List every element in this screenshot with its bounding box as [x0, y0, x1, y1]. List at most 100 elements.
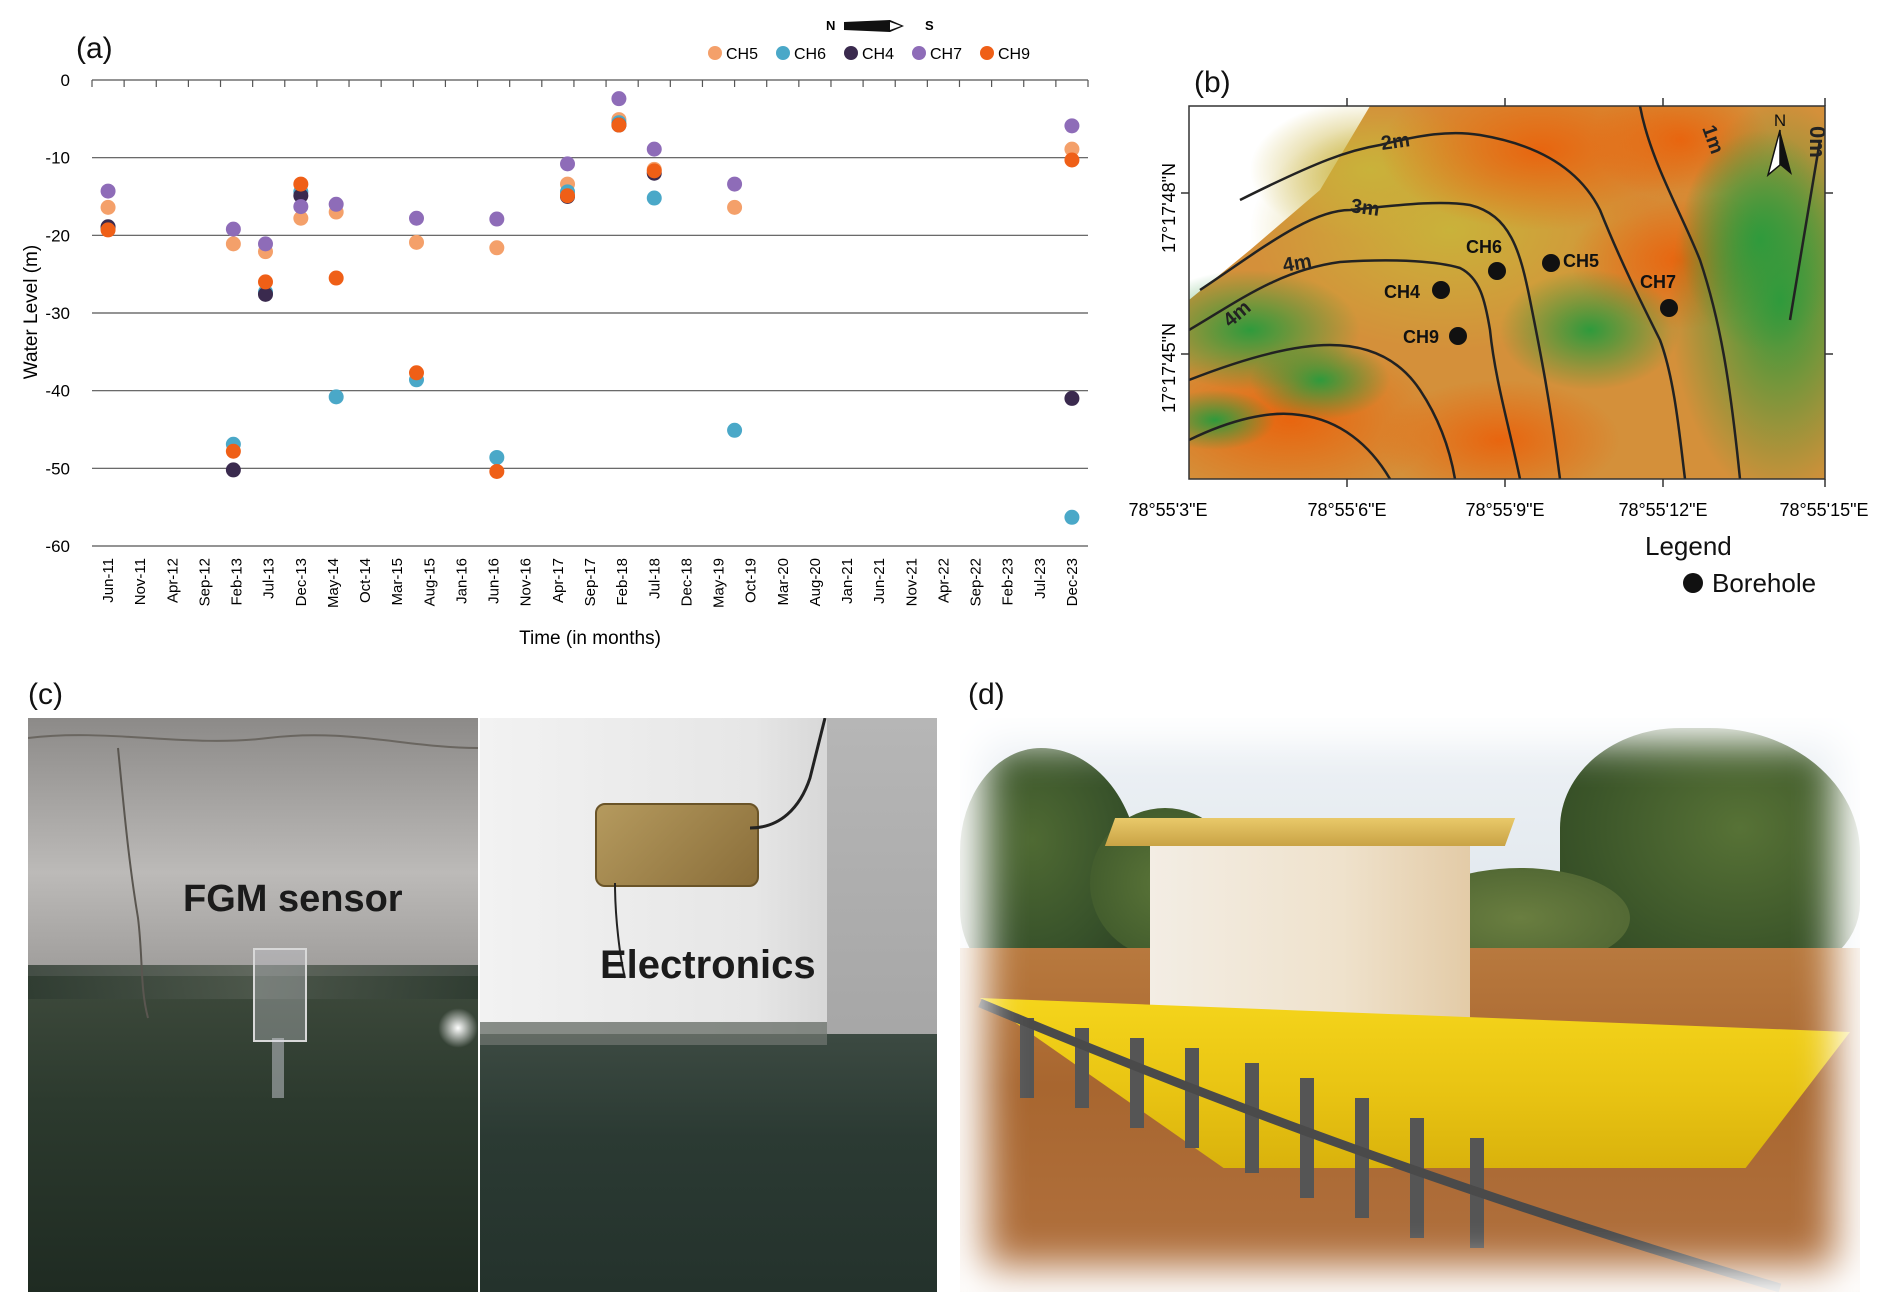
x-tick-label: Jun-21 [871, 558, 888, 604]
data-point-ch9 [489, 463, 505, 479]
x-tick-label: Feb-13 [229, 558, 246, 606]
y-axis: 0 -10 -20 -30 -40 -50 -60 [45, 71, 70, 556]
boreholes: CH6 CH5 CH4 CH9 CH7 [1384, 237, 1678, 347]
x-tick-label: Sep-22 [968, 558, 985, 606]
x-tick-label: Jul-18 [646, 558, 663, 599]
data-point-ch7 [560, 156, 576, 172]
legend-marker [708, 46, 722, 60]
compass-n-label: N [826, 18, 835, 33]
site-map: (b) [1128, 66, 1868, 598]
x-tick-label: Aug-20 [807, 558, 824, 606]
borehole-marker [1488, 262, 1506, 280]
borehole-marker [1432, 281, 1450, 299]
x-tick-label: Dec-18 [678, 558, 695, 606]
y-tick-label: -60 [45, 537, 70, 556]
lat-label: 17°17'45"N [1159, 323, 1179, 413]
lat-label: 17°17'48"N [1159, 163, 1179, 253]
borehole-label: CH5 [1563, 251, 1599, 271]
data-point-ch7 [225, 221, 241, 237]
data-point-ch5 [727, 199, 743, 215]
x-tick-label: Jun-16 [486, 558, 503, 604]
y-tick-label: -30 [45, 304, 70, 323]
x-tick-label: Jun-11 [100, 558, 117, 603]
data-point-ch6 [1064, 509, 1080, 525]
x-tick-label: Sep-12 [196, 558, 213, 606]
x-tick-label: May-14 [325, 558, 342, 608]
x-tick-label: Apr-17 [550, 558, 567, 603]
lon-label: 78°55'3"E [1128, 500, 1207, 520]
x-tick-label: Jul-23 [1032, 558, 1049, 599]
data-point-ch7 [1064, 118, 1080, 134]
photo-solar-installation [960, 718, 1860, 1292]
x-tick-label: Feb-23 [1000, 558, 1017, 606]
contour-lines [1189, 106, 1822, 479]
legend-label: CH4 [862, 46, 894, 63]
data-point-ch5 [293, 210, 309, 226]
data-point-ch9 [100, 222, 116, 238]
data-point-ch7 [646, 141, 662, 157]
panel-label-b: (b) [1194, 66, 1231, 99]
x-tick-label: Nov-11 [132, 558, 149, 605]
data-point-ch7 [100, 183, 116, 199]
x-tick-label: Apr-12 [164, 558, 181, 603]
panel-label-d: (d) [968, 678, 1005, 711]
legend-marker [776, 46, 790, 60]
borehole-label: CH6 [1466, 237, 1502, 257]
panel-label-a: (a) [76, 32, 113, 65]
data-point-ch5 [100, 199, 116, 215]
x-tick-label: Mar-20 [775, 558, 792, 606]
map-legend-title: Legend [1645, 531, 1732, 561]
data-point-ch9 [409, 365, 425, 381]
data-point-ch9 [611, 117, 627, 133]
electronics-box [595, 803, 759, 887]
data-point-ch4 [225, 462, 241, 478]
lon-label: 78°55'9"E [1465, 500, 1544, 520]
x-tick-label: Aug-15 [421, 558, 438, 606]
borehole-marker [1660, 299, 1678, 317]
x-tick-label: Nov-21 [903, 558, 920, 606]
data-point-ch6 [646, 190, 662, 206]
x-axis: Jun-11 Nov-11 Apr-12 Sep-12 Feb-13 Jul-13 Dec-… [100, 558, 1081, 608]
data-point-ch9 [328, 270, 344, 286]
data-point-ch9 [560, 188, 576, 204]
panel-label-c: (c) [28, 678, 63, 711]
y-tick-label: 0 [61, 71, 70, 90]
y-tick-label: -40 [45, 382, 70, 401]
data-point-ch6 [489, 449, 505, 465]
compass-arrow-icon [844, 20, 904, 32]
chart-grid [91, 79, 1089, 547]
lon-label: 78°55'6"E [1307, 500, 1386, 520]
borehole-label: CH7 [1640, 272, 1676, 292]
x-tick-label: Jul-13 [261, 558, 278, 599]
x-tick-label: Oct-19 [743, 558, 760, 603]
data-point-ch6 [727, 422, 743, 438]
data-point-ch4 [293, 188, 309, 204]
y-tick-label: -50 [45, 459, 70, 478]
contour-label: 4m [1281, 250, 1313, 277]
borehole-marker [1542, 254, 1560, 272]
y-tick-label: -20 [45, 226, 70, 245]
x-tick-label: Dec-13 [293, 558, 310, 606]
x-tick-label: Nov-16 [518, 558, 535, 606]
x-tick-label: Dec-23 [1064, 558, 1081, 606]
borehole-label: CH4 [1384, 282, 1420, 302]
data-point-ch7 [328, 196, 344, 212]
shelter-building [1150, 843, 1470, 1023]
x-tick-label: Sep-17 [582, 558, 599, 606]
map-legend-item: Borehole [1712, 568, 1816, 598]
data-point-ch4 [1064, 390, 1080, 406]
data-point-ch9 [293, 176, 309, 192]
data-point-ch5 [489, 240, 505, 256]
data-point-ch7 [489, 211, 505, 227]
borehole-label: CH9 [1403, 327, 1439, 347]
data-point-ch9 [257, 274, 273, 290]
borehole-marker [1449, 327, 1467, 345]
svg-text:N: N [1774, 111, 1786, 130]
legend-label: CH7 [930, 46, 962, 63]
data-point-ch4 [257, 286, 273, 302]
photo-fgm-sensor: FGM sensor [28, 718, 478, 1292]
data-point-ch7 [611, 91, 627, 107]
fgm-sensor-device [253, 948, 307, 1042]
data-point-ch6 [328, 389, 344, 405]
chart-legend: CH5 CH6 CH4 CH7 CH9 [708, 46, 1030, 63]
